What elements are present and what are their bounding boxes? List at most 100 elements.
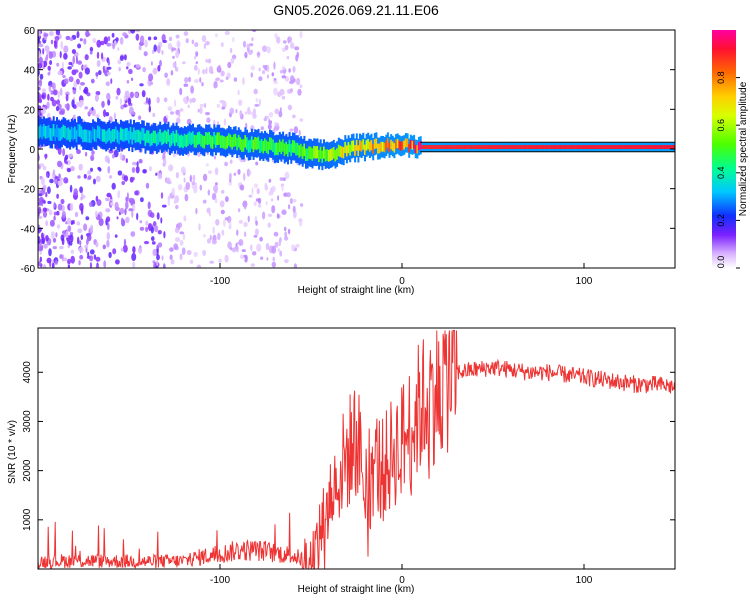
noise-blob (167, 106, 173, 111)
noise-blob (152, 67, 158, 75)
noise-blob (48, 85, 52, 92)
noise-blob (119, 55, 124, 61)
ridge-core (52, 124, 55, 137)
noise-blob (237, 89, 240, 96)
ridge-core (282, 139, 285, 152)
noise-blob (103, 36, 109, 45)
ridge-core (331, 148, 334, 161)
noise-blob (243, 221, 248, 228)
noise-blob (79, 203, 84, 211)
ridge-core (388, 142, 391, 153)
ridge-core (549, 145, 552, 149)
snr-frame (37, 327, 676, 570)
ridge-core (499, 145, 502, 149)
ridge-core (213, 132, 216, 145)
noise-blob (98, 70, 102, 76)
noise-blob (117, 59, 122, 65)
noise-blob (78, 246, 84, 253)
noise-blob (63, 257, 67, 262)
ridge-core (169, 135, 171, 148)
noise-blob (43, 33, 49, 37)
noise-blob (213, 81, 218, 89)
noise-blob (281, 209, 287, 215)
ridge-core (160, 132, 163, 146)
ridge-core (427, 145, 430, 149)
ridge-core (495, 145, 497, 149)
noise-blob (89, 201, 93, 207)
ridge-core (477, 145, 479, 149)
ridge-core (442, 145, 445, 149)
noise-blob (70, 255, 75, 264)
noise-blob (189, 174, 192, 183)
noise-blob (263, 117, 267, 122)
noise-blob (67, 217, 71, 225)
ridge-core (668, 145, 671, 149)
noise-blob (187, 76, 192, 83)
noise-blob (77, 228, 83, 234)
noise-blob (111, 182, 116, 190)
snr-ylabel: SNR (10 * v/v) (7, 420, 18, 484)
noise-blob (255, 220, 258, 226)
noise-blob (240, 254, 244, 260)
noise-blob (157, 242, 163, 248)
noise-blob (139, 83, 144, 87)
heatmap-ytick-label: -20 (21, 185, 36, 196)
noise-blob (266, 46, 271, 54)
figure-title: GN05.2026.069.21.11.E06 (273, 2, 439, 18)
heatmap-frame (37, 29, 676, 269)
snr-ytick-label: 4000 (22, 361, 33, 384)
noise-blob (44, 153, 47, 160)
noise-blob (229, 159, 233, 164)
ridge-core (188, 131, 191, 144)
noise-blob (48, 248, 52, 257)
ridge-core (460, 145, 463, 149)
noise-blob (38, 206, 41, 214)
noise-blob (166, 180, 172, 185)
ridge-core (326, 149, 329, 161)
ridge-core (59, 128, 62, 141)
ridge-core (290, 143, 293, 157)
noise-blob (274, 33, 278, 39)
ridge-core (264, 138, 266, 151)
noise-blob (131, 210, 134, 218)
ridge-core (287, 144, 289, 157)
noise-blob (288, 204, 291, 210)
ridge-core (82, 129, 85, 143)
noise-blob (246, 43, 250, 49)
ridge-core (436, 145, 438, 149)
ridge-core (463, 145, 466, 149)
noise-blob (38, 243, 42, 247)
noise-blob (269, 187, 274, 195)
noise-blob (92, 37, 97, 44)
heatmap-ytick-label: 40 (24, 66, 36, 77)
ridge-core (593, 145, 596, 149)
noise-blob (119, 98, 123, 105)
ridge-core (49, 128, 52, 141)
noise-blob (123, 104, 128, 108)
noise-blob (77, 175, 81, 179)
noise-blob (291, 244, 296, 252)
ridge-core (426, 145, 429, 149)
ridge-core (557, 145, 560, 149)
noise-blob (115, 95, 119, 100)
noise-blob (160, 192, 164, 199)
ridge-core (434, 145, 437, 149)
noise-blob (138, 158, 143, 164)
ridge-core (357, 145, 360, 156)
ridge-core (97, 125, 99, 138)
noise-blob (293, 126, 299, 134)
noise-blob (121, 181, 125, 185)
noise-blob (122, 244, 128, 253)
noise-blob (139, 226, 145, 231)
ridge-core (588, 145, 591, 149)
noise-blob (129, 91, 134, 99)
noise-blob (134, 92, 139, 98)
ridge-core (488, 145, 491, 149)
ridge-core (639, 145, 642, 149)
noise-blob (201, 35, 207, 43)
ridge-core (314, 146, 317, 159)
noise-blob (150, 81, 153, 86)
noise-blob (289, 198, 293, 204)
colorbar-tick-label: 0.6 (716, 119, 726, 132)
ridge-core (416, 145, 419, 154)
